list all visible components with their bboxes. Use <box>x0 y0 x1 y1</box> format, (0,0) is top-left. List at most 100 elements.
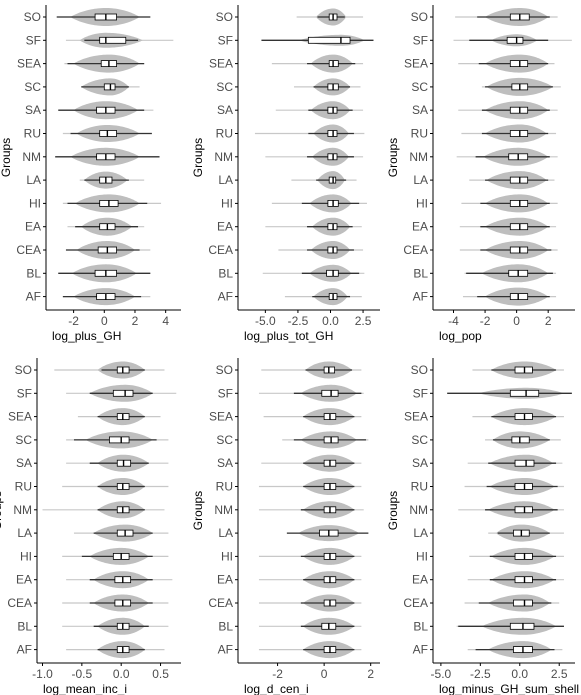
y-tick-label-LA: LA <box>413 173 428 187</box>
box <box>321 389 339 397</box>
y-axis-title: Groups <box>191 491 205 530</box>
y-tick-label-NM: NM <box>409 503 428 517</box>
box <box>509 106 529 114</box>
y-tick-label-RU: RU <box>216 127 233 141</box>
box <box>509 176 529 184</box>
violin-group-CEA <box>459 241 558 259</box>
violin-group-SA <box>261 454 362 472</box>
violin-group-LA <box>469 171 555 190</box>
y-tick-label-RU: RU <box>24 127 41 141</box>
violin-group-SC <box>294 78 361 96</box>
violin-group-HI <box>62 194 162 213</box>
violin-group-RU <box>461 124 557 143</box>
violin-group-SA <box>458 101 558 120</box>
x-tick-label: -2.5 <box>470 667 491 681</box>
box <box>514 553 533 560</box>
violin-group-BL <box>456 617 564 635</box>
y-tick-label-SF: SF <box>413 386 428 400</box>
violin-group-SEA <box>263 408 362 426</box>
y-tick-label-SEA: SEA <box>209 57 233 71</box>
violin-group-SO <box>261 361 362 379</box>
y-tick-label-CEA: CEA <box>7 596 32 610</box>
violin-group-BL <box>58 264 151 283</box>
violin-group-HI <box>271 194 367 213</box>
box <box>509 246 529 254</box>
y-tick-label-NM: NM <box>409 150 428 164</box>
y-tick-label-SC: SC <box>216 433 233 447</box>
panel-2: SO SF SEA SC SA RU NM LA HI EA CEA BL AF -5.0 -2.5 0.0 2… <box>191 5 380 343</box>
y-tick-label-AF: AF <box>218 290 233 304</box>
x-axis-title: log_plus_tot_GH <box>244 329 333 343</box>
y-tick-label-SC: SC <box>411 80 428 94</box>
box <box>514 366 533 374</box>
violin-group-NM <box>265 147 364 166</box>
y-tick-label-BL: BL <box>26 266 41 280</box>
violin-group-BL <box>464 264 557 283</box>
box <box>509 293 529 301</box>
y-tick-label-SEA: SEA <box>404 410 428 424</box>
violin-group-BL <box>262 264 365 282</box>
box <box>514 576 533 584</box>
y-tick-label-LA: LA <box>413 526 428 540</box>
violin-group-SO <box>455 8 558 26</box>
violin-group-NM <box>456 147 558 166</box>
box <box>514 413 533 421</box>
violin-group-HI <box>469 547 564 565</box>
y-tick-label-EA: EA <box>25 220 41 234</box>
violin-group-SO <box>54 361 165 379</box>
x-tick-label: 0 <box>321 667 328 681</box>
box <box>513 599 533 607</box>
violin-group-CEA <box>62 594 169 612</box>
violin-group-RU <box>62 125 152 142</box>
violin-group-AF <box>66 641 165 659</box>
violin-group-SF <box>258 384 364 402</box>
y-tick-label-SF: SF <box>17 386 32 400</box>
violin-group-RU <box>254 124 365 143</box>
violin-group-SF <box>453 34 572 47</box>
y-tick-label-SO: SO <box>216 10 233 24</box>
violin-group-SC <box>66 431 169 449</box>
y-axis-title: Groups <box>386 491 400 530</box>
violin-group-AF <box>284 288 362 306</box>
y-tick-label-SEA: SEA <box>17 57 41 71</box>
box <box>509 199 529 207</box>
x-tick-label: 2 <box>132 314 139 328</box>
y-tick-label-LA: LA <box>17 526 32 540</box>
y-tick-label-HI: HI <box>416 549 428 563</box>
violin-group-SEA <box>271 54 364 73</box>
y-tick-label-AF: AF <box>413 643 428 657</box>
x-tick-label: 2 <box>367 667 374 681</box>
box <box>509 60 529 67</box>
y-tick-label-EA: EA <box>217 220 233 234</box>
y-axis-title: Groups <box>0 138 13 177</box>
panel-5: SO SF SEA SC SA RU NM LA HI EA CEA BL AF -2 0 2 log_d_ce… <box>191 358 380 695</box>
box <box>112 389 134 397</box>
violin-group-SC <box>485 431 561 449</box>
violin-group-SO <box>296 8 364 26</box>
violin-group-CEA <box>258 594 362 612</box>
y-tick-label-SA: SA <box>25 103 41 117</box>
y-tick-label-EA: EA <box>217 573 233 587</box>
violin-group-SA <box>467 454 563 472</box>
violin-group-LA <box>286 525 369 542</box>
y-tick-label-BL: BL <box>413 266 428 280</box>
violin-group-LA <box>73 524 169 542</box>
y-tick-label-SC: SC <box>15 433 32 447</box>
y-tick-label-EA: EA <box>16 573 32 587</box>
y-tick-label-SO: SO <box>216 363 233 377</box>
y-tick-label-LA: LA <box>218 526 233 540</box>
x-tick-label: -0.5 <box>72 667 93 681</box>
violin-group-SC <box>481 77 561 96</box>
y-tick-label-AF: AF <box>413 290 428 304</box>
violin-group-HI <box>62 547 169 565</box>
y-tick-label-SEA: SEA <box>404 57 428 71</box>
y-tick-label-SC: SC <box>24 80 41 94</box>
y-tick-label-NM: NM <box>13 503 32 517</box>
y-tick-label-AF: AF <box>26 290 41 304</box>
y-tick-label-SEA: SEA <box>8 410 32 424</box>
violin-group-BL <box>258 617 362 635</box>
x-tick-label: 0 <box>101 314 108 328</box>
violin-group-SF <box>447 387 572 399</box>
y-tick-label-HI: HI <box>221 196 233 210</box>
